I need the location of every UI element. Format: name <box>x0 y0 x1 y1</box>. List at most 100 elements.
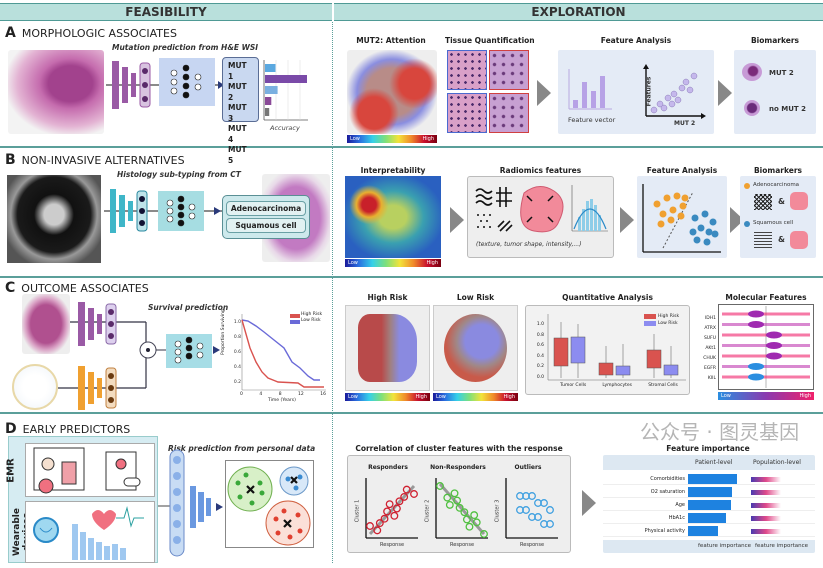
feature-label: Age <box>675 502 685 508</box>
scatter-point <box>380 514 389 523</box>
population-swarm <box>751 477 781 482</box>
section-letter: B <box>5 152 16 168</box>
quant-analysis-title: Quantitative Analysis <box>562 293 653 302</box>
ct-scan-image <box>7 175 101 263</box>
tick: 0.4 <box>536 353 544 359</box>
attention-title: MUT2: Attention <box>356 36 426 45</box>
adeno-point <box>679 202 687 210</box>
flow-arrow-icon <box>582 490 596 516</box>
tick: 0.8 <box>233 335 241 340</box>
legend-swatch-high <box>290 314 300 318</box>
tick: 0.0 <box>536 374 544 380</box>
section-c-subtitle: Survival prediction <box>148 303 229 312</box>
interpretability-colorbar: Low High <box>345 259 441 267</box>
high-risk-curve <box>241 319 324 388</box>
biomarker-label: Squamous cell <box>753 220 794 226</box>
x-label: Response <box>450 542 475 548</box>
scatter-point <box>460 508 469 517</box>
population-swarm <box>751 516 781 521</box>
tick: 8 <box>278 392 282 397</box>
attention-colorbar: Low High <box>347 135 437 143</box>
swarm-cluster <box>766 331 782 339</box>
box-low-stromal <box>663 364 679 376</box>
mutation-list: MUT 1 MUT 2 MUT 3 MUT 4 MUT 5 <box>222 57 259 165</box>
high-risk-colorbar: Low High <box>345 393 430 401</box>
squamous-point <box>701 210 709 218</box>
squamous-point <box>689 228 697 236</box>
squamous-point <box>709 218 717 226</box>
trend-line <box>438 483 486 535</box>
kaplan-meier-plot <box>241 314 326 391</box>
gene-labels: IDH1 ATRX SUFU AKt1 CHUK EGFR KIIL <box>702 314 716 384</box>
swarm-row <box>722 323 810 326</box>
low-risk-tissue-image <box>444 314 507 382</box>
feature-analysis-b-panel <box>637 176 727 258</box>
scatter-point <box>436 482 444 490</box>
scatter-point <box>390 511 399 520</box>
feature-label: Comorbidities <box>650 476 685 482</box>
scatter-point <box>373 526 382 535</box>
cnn-diagram <box>104 189 222 233</box>
scatter-point <box>455 503 464 512</box>
low-risk-colorbar: Low High <box>433 393 518 401</box>
adeno-point <box>669 206 677 214</box>
correlation-panel: Responders Non-Responders Outliers Clust… <box>347 455 571 553</box>
correlation-title: Correlation of cluster features with the… <box>355 444 563 453</box>
box-low-tumor <box>570 336 586 364</box>
section-title-text: NON-INVASIVE ALTERNATIVES <box>21 154 185 167</box>
quant-analysis-panel: High Risk Low Risk 1.0 0.8 0.6 0.4 0.2 0.0 Tum… <box>525 305 690 395</box>
scatter-point <box>465 522 474 531</box>
scatter-point <box>410 490 418 498</box>
accuracy-bar <box>265 86 278 94</box>
section-a-title: A MORPHOLOGIC ASSOCIATES <box>5 25 177 41</box>
gene-label: AKt1 <box>705 346 716 351</box>
box-high-lymph <box>598 362 614 376</box>
cnn-diagram <box>106 58 224 109</box>
molecular-swarm-plot <box>718 304 814 390</box>
feature-row: HbA1c <box>603 513 815 524</box>
squamous-point <box>697 224 705 232</box>
scatter-point <box>402 485 411 494</box>
emr-icons <box>33 447 141 494</box>
adeno-point <box>673 192 681 200</box>
accuracy-bar <box>265 75 307 83</box>
plot-title: Non-Responders <box>430 464 486 471</box>
risk-clusters <box>227 466 311 546</box>
flow-arrow-icon <box>620 207 634 233</box>
gene-label: CHUK <box>703 356 716 361</box>
personal-data-panel: EMR Wearable devices <box>6 436 158 563</box>
box-plot <box>547 314 686 381</box>
swarm-cluster <box>748 310 764 318</box>
swarm-row <box>722 312 810 316</box>
importance-bar <box>688 487 733 497</box>
scatter-point <box>450 489 459 498</box>
squamous-point <box>703 238 711 246</box>
section-title-text: EARLY PREDICTORS <box>22 423 131 436</box>
scatter-point <box>546 520 554 528</box>
wearable-box <box>25 501 155 563</box>
legend-high: High Risk <box>301 312 323 317</box>
swarm-cluster <box>766 342 782 349</box>
y-label: Cluster 2 <box>424 499 431 523</box>
section-letter: A <box>5 25 16 41</box>
swarm-cluster <box>748 321 764 328</box>
x-label: Response <box>520 542 545 548</box>
tick: 4 <box>259 392 263 397</box>
tick: 1.0 <box>233 320 241 325</box>
y-label: Cluster 3 <box>494 499 501 523</box>
section-title-text: MORPHOLOGIC ASSOCIATES <box>21 27 177 40</box>
mutation-label: MUT 1 <box>228 61 247 81</box>
biomarkers-title: Biomarkers <box>750 36 800 45</box>
swarm-cluster <box>748 363 764 370</box>
biomarkers-b-panel: Adenocarcinoma & Squamous cell & <box>740 176 816 258</box>
high-risk-image-frame <box>345 305 430 391</box>
gene-label: IDH1 <box>704 316 716 321</box>
section-a-subtitle: Mutation prediction from H&E WSI <box>112 43 259 52</box>
scatter-point <box>540 499 548 507</box>
accuracy-bar <box>265 97 272 105</box>
high-risk-title: High Risk <box>367 293 408 302</box>
colorbar-low: Low <box>348 394 358 400</box>
flow-arrow-icon <box>450 207 464 233</box>
feature-plots <box>568 64 706 119</box>
legend-low: Low Risk <box>658 321 678 326</box>
